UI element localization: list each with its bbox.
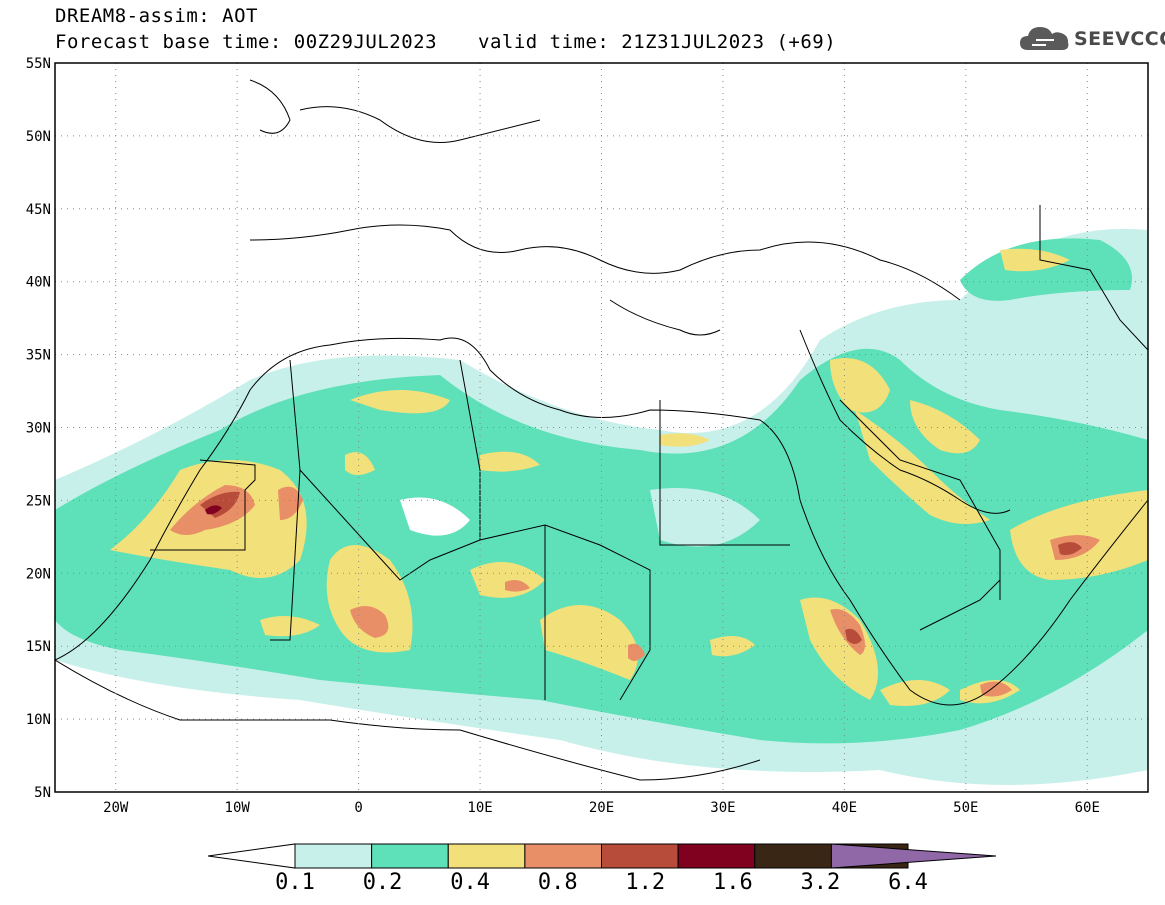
- longitude-label: 10E: [467, 800, 492, 816]
- colorbar-swatch: [447, 843, 526, 869]
- cloud-icon: [1020, 27, 1069, 50]
- latitude-label: 55N: [26, 56, 51, 72]
- colorbar-label: 0.4: [450, 870, 491, 895]
- longitude-labels: 20W 10W 0 10E 20E 30E 40E 50E 60E: [103, 800, 1100, 816]
- colorbar-swatch: [601, 843, 679, 869]
- latitude-label: 15N: [26, 639, 51, 655]
- latitude-label: 25N: [26, 493, 51, 509]
- longitude-label: 30E: [710, 800, 735, 816]
- longitude-label: 60E: [1075, 800, 1100, 816]
- longitude-label: 20E: [589, 800, 614, 816]
- seevccc-logo: SEEVCCC: [1018, 22, 1165, 56]
- colorbar: [207, 843, 997, 869]
- colorbar-label: 0.8: [537, 870, 578, 895]
- colorbar-label: 1.2: [625, 870, 666, 895]
- latitude-label: 10N: [26, 712, 51, 728]
- coastlines-borders: [55, 79, 1148, 781]
- forecast-base-time: Forecast base time: 00Z29JUL2023: [55, 31, 438, 53]
- valid-time: valid time: 21Z31JUL2023 (+69): [478, 31, 837, 53]
- latitude-label: 45N: [26, 202, 51, 218]
- logo-text: SEEVCCC: [1074, 28, 1165, 50]
- latitude-labels: 5N 10N 15N 20N 25N 30N 35N 40N 45N 50N 55N: [26, 56, 51, 801]
- colorbar-label: 0.2: [362, 870, 403, 895]
- colorbar-min-arrow: [207, 843, 296, 869]
- longitude-label: 40E: [832, 800, 857, 816]
- colorbar-label: 3.2: [800, 870, 841, 895]
- latitude-label: 40N: [26, 275, 51, 291]
- longitude-label: 20W: [103, 800, 129, 816]
- colorbar-swatch: [294, 843, 373, 869]
- latitude-label: 30N: [26, 421, 51, 437]
- map-title: DREAM8-assim: AOT: [55, 5, 258, 27]
- colorbar-swatch: [524, 843, 602, 869]
- colorbar-max-arrow: [830, 843, 997, 869]
- colorbar-label: 0.1: [275, 870, 315, 895]
- colorbar-label: 1.6: [712, 870, 753, 895]
- colorbar-label: 6.4: [888, 870, 928, 895]
- latitude-label: 5N: [34, 785, 51, 801]
- longitude-label: 10W: [225, 800, 251, 816]
- longitude-label: 50E: [953, 800, 978, 816]
- colorbar-swatch: [677, 843, 756, 869]
- colorbar-swatch: [371, 843, 449, 869]
- longitude-label: 0: [354, 800, 362, 816]
- latitude-label: 35N: [26, 348, 51, 364]
- map-frame: [54, 62, 1149, 793]
- latitude-label: 50N: [26, 129, 51, 145]
- latitude-label: 20N: [26, 566, 51, 582]
